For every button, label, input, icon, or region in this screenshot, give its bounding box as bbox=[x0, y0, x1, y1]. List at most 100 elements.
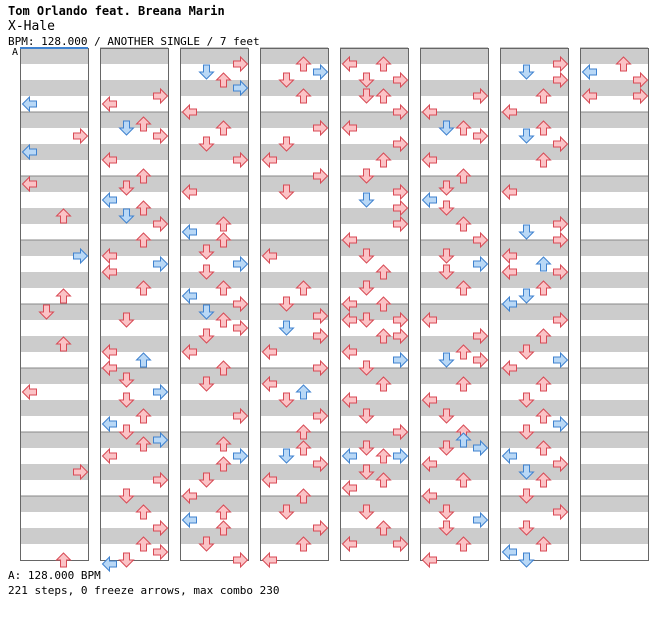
beat-stripe bbox=[500, 384, 568, 400]
right-arrow-note bbox=[553, 231, 569, 249]
bpm-marker-label: A bbox=[12, 47, 19, 58]
left-arrow-note bbox=[261, 151, 277, 169]
right-arrow-note bbox=[233, 447, 249, 465]
down-arrow-note bbox=[198, 536, 215, 552]
beat-stripe bbox=[100, 176, 168, 192]
down-arrow-note bbox=[518, 392, 535, 408]
beat-stripe bbox=[260, 128, 328, 144]
beat-stripe bbox=[420, 464, 488, 480]
down-arrow-note bbox=[38, 304, 55, 320]
beat-stripe bbox=[100, 160, 168, 176]
beat-stripe bbox=[20, 48, 88, 64]
right-arrow-note bbox=[393, 183, 409, 201]
down-arrow-note bbox=[358, 192, 375, 208]
right-arrow-note bbox=[553, 311, 569, 329]
chart-info: BPM: 128.000 / ANOTHER SINGLE / 7 feet bbox=[8, 35, 260, 48]
up-arrow-note bbox=[215, 360, 232, 376]
beat-stripe bbox=[180, 160, 248, 176]
up-arrow-note bbox=[375, 520, 392, 536]
up-arrow-note bbox=[135, 536, 152, 552]
beat-stripe bbox=[100, 304, 168, 320]
beat-stripe bbox=[340, 384, 408, 400]
left-arrow-note bbox=[341, 479, 357, 497]
beat-stripe bbox=[180, 464, 248, 480]
left-arrow-note bbox=[181, 511, 197, 529]
beat-stripe bbox=[180, 384, 248, 400]
beat-stripe bbox=[180, 128, 248, 144]
left-arrow-note bbox=[501, 247, 517, 265]
beat-stripe bbox=[260, 384, 328, 400]
beat-stripe bbox=[20, 496, 88, 512]
down-arrow-note bbox=[278, 296, 295, 312]
left-arrow-note bbox=[581, 63, 597, 81]
column-border bbox=[180, 48, 249, 561]
up-arrow-note bbox=[55, 208, 72, 224]
right-arrow-note bbox=[553, 503, 569, 521]
beat-stripe bbox=[500, 416, 568, 432]
down-arrow-note bbox=[358, 72, 375, 88]
down-arrow-note bbox=[198, 328, 215, 344]
beat-stripe bbox=[580, 496, 648, 512]
beat-stripe bbox=[260, 272, 328, 288]
beat-stripe bbox=[500, 176, 568, 192]
left-arrow-note bbox=[101, 263, 117, 281]
up-arrow-note bbox=[535, 280, 552, 296]
down-arrow-note bbox=[358, 168, 375, 184]
down-arrow-note bbox=[518, 224, 535, 240]
left-arrow-note bbox=[341, 535, 357, 553]
down-arrow-note bbox=[278, 504, 295, 520]
beat-stripe bbox=[100, 192, 168, 208]
beat-stripe bbox=[260, 368, 328, 384]
beat-stripe bbox=[580, 128, 648, 144]
up-arrow-note bbox=[375, 328, 392, 344]
up-arrow-note bbox=[535, 536, 552, 552]
beat-stripe bbox=[420, 416, 488, 432]
up-arrow-note bbox=[375, 472, 392, 488]
right-arrow-note bbox=[393, 423, 409, 441]
up-arrow-note bbox=[215, 312, 232, 328]
beat-stripe bbox=[260, 496, 328, 512]
right-arrow-note bbox=[233, 551, 249, 569]
right-arrow-note bbox=[73, 127, 89, 145]
beat-stripe bbox=[420, 240, 488, 256]
beat-stripe bbox=[260, 288, 328, 304]
beat-stripe bbox=[580, 208, 648, 224]
beat-stripe bbox=[420, 48, 488, 64]
beat-stripe bbox=[20, 208, 88, 224]
down-arrow-note bbox=[198, 376, 215, 392]
beat-stripe bbox=[420, 528, 488, 544]
beat-stripe bbox=[260, 256, 328, 272]
right-arrow-note bbox=[473, 327, 489, 345]
up-arrow-note bbox=[295, 56, 312, 72]
step-stats: 221 steps, 0 freeze arrows, max combo 23… bbox=[8, 584, 280, 597]
down-arrow-note bbox=[518, 424, 535, 440]
left-arrow-note bbox=[181, 103, 197, 121]
down-arrow-note bbox=[198, 136, 215, 152]
beat-stripe bbox=[420, 448, 488, 464]
right-arrow-note bbox=[473, 351, 489, 369]
up-arrow-note bbox=[295, 488, 312, 504]
down-arrow-note bbox=[438, 120, 455, 136]
beat-stripe bbox=[500, 304, 568, 320]
down-arrow-note bbox=[118, 488, 135, 504]
beat-stripe bbox=[260, 304, 328, 320]
down-arrow-note bbox=[438, 408, 455, 424]
beat-stripe bbox=[180, 432, 248, 448]
beat-stripe bbox=[420, 496, 488, 512]
beat-stripe bbox=[580, 48, 648, 64]
beat-stripe bbox=[100, 544, 168, 560]
beat-stripe bbox=[500, 496, 568, 512]
beat-stripe bbox=[420, 320, 488, 336]
up-arrow-note bbox=[55, 552, 72, 568]
beat-stripe bbox=[100, 240, 168, 256]
beat-stripe bbox=[340, 368, 408, 384]
up-arrow-note bbox=[135, 168, 152, 184]
down-arrow-note bbox=[518, 128, 535, 144]
beat-stripe bbox=[260, 224, 328, 240]
beat-stripe bbox=[20, 512, 88, 528]
right-arrow-note bbox=[393, 199, 409, 217]
beat-stripe bbox=[340, 496, 408, 512]
right-arrow-note bbox=[153, 431, 169, 449]
beat-stripe bbox=[500, 336, 568, 352]
